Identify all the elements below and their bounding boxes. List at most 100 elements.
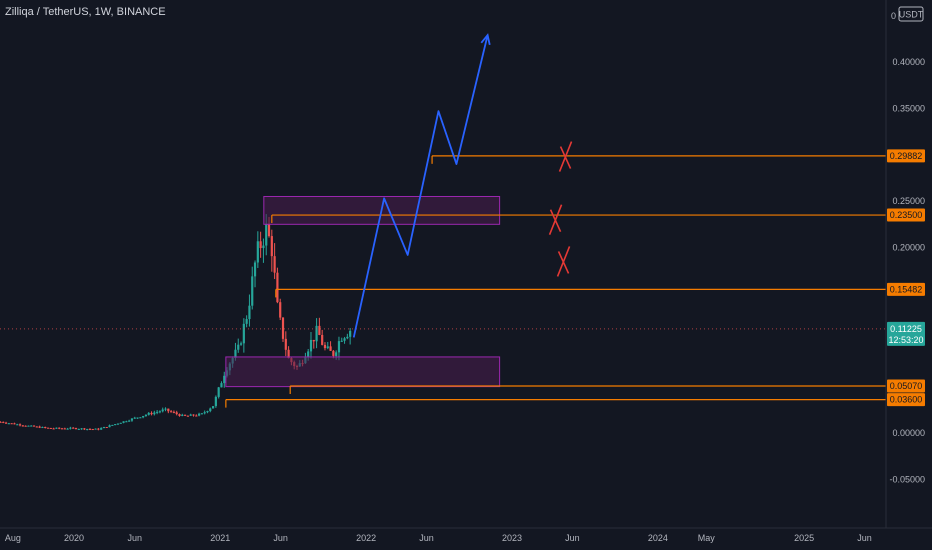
bar-countdown-label: 12:53:20 <box>888 335 923 345</box>
candle <box>2 421 5 424</box>
candle <box>164 407 167 412</box>
candle <box>262 238 265 263</box>
candle <box>167 408 170 414</box>
candle <box>214 395 217 408</box>
candle <box>125 420 128 423</box>
candle <box>100 427 103 430</box>
x-tick-label: May <box>698 533 716 543</box>
level-price-tag: 0.15482 <box>887 282 925 296</box>
projection-arrowhead <box>480 33 491 46</box>
crosses <box>548 141 573 277</box>
candle <box>41 426 44 429</box>
candle <box>58 427 61 430</box>
candle <box>38 425 41 429</box>
candle <box>130 418 134 422</box>
candle <box>35 426 38 428</box>
cross-mark <box>556 246 571 277</box>
candle <box>217 386 220 399</box>
candle <box>273 243 276 280</box>
candle <box>245 315 248 328</box>
candle <box>287 346 290 359</box>
candle <box>203 410 206 415</box>
x-tick-label: Jun <box>857 533 872 543</box>
x-tick-label: 2021 <box>210 533 230 543</box>
levels <box>0 155 886 408</box>
candle <box>189 413 192 416</box>
zone-box <box>225 356 501 388</box>
candle <box>206 410 209 414</box>
candle <box>97 427 100 431</box>
time-axis[interactable]: Aug 2020 Jun 2021 Jun 2022 Jun 2023 Jun 2024 May 20… <box>5 533 872 543</box>
candle <box>136 417 139 419</box>
candle <box>60 427 64 430</box>
candle <box>86 428 89 431</box>
candle <box>105 426 108 429</box>
candle <box>156 410 159 415</box>
candle <box>309 331 313 359</box>
candle <box>111 424 114 426</box>
candle <box>74 427 78 430</box>
candle <box>108 424 111 428</box>
candle <box>114 424 117 426</box>
candle <box>94 428 97 430</box>
candle <box>88 428 92 430</box>
candle <box>55 427 58 429</box>
candle <box>337 336 341 361</box>
candle <box>237 338 240 353</box>
candle <box>153 410 156 416</box>
candle <box>72 427 75 429</box>
candle <box>150 411 153 416</box>
candle <box>211 406 215 409</box>
candle <box>270 229 273 272</box>
candles <box>0 214 352 431</box>
level-price-tag: 0.05070 <box>887 379 925 393</box>
cross-mark <box>548 204 563 235</box>
level-price-tag: 0.29882 <box>887 149 925 163</box>
candle <box>186 415 189 417</box>
candle <box>63 427 66 430</box>
candle <box>251 266 254 310</box>
price-axis[interactable]: 0.40000 0.35000 0.25000 0.20000 0.00000 -0.05… <box>889 57 925 484</box>
candle <box>197 412 201 417</box>
projection-path <box>352 33 491 338</box>
candle <box>77 428 80 430</box>
y-tick-label: 0.20000 <box>892 243 925 253</box>
x-tick-label: 2023 <box>502 533 522 543</box>
candle <box>181 413 184 417</box>
y-tick-label: 0.40000 <box>892 57 925 67</box>
currency-button[interactable]: USDT <box>898 6 924 22</box>
y-tick-label: 0.25000 <box>892 196 925 206</box>
candle <box>279 298 282 321</box>
x-tick-label: Jun <box>565 533 580 543</box>
candle <box>83 427 86 431</box>
candle <box>158 410 162 414</box>
candle <box>248 294 251 327</box>
candle <box>239 341 243 346</box>
candle <box>7 422 10 425</box>
level-price-tag-label: 0.15482 <box>890 284 923 294</box>
candle <box>242 318 245 353</box>
zones <box>225 195 501 388</box>
x-tick-label: 2020 <box>64 533 84 543</box>
candle <box>18 423 22 427</box>
candle <box>142 415 145 419</box>
candle <box>69 426 72 430</box>
candle <box>200 413 203 415</box>
candle <box>195 414 198 417</box>
candle <box>0 421 2 423</box>
candle <box>349 328 352 345</box>
candle <box>321 329 324 346</box>
candle <box>91 428 94 431</box>
candle <box>284 331 287 357</box>
candle <box>4 421 8 424</box>
candle <box>161 407 164 413</box>
candle <box>49 427 52 429</box>
candle <box>340 337 343 342</box>
candle <box>119 422 122 424</box>
x-tick-label: 2024 <box>648 533 668 543</box>
candle <box>144 414 148 417</box>
candle <box>315 318 318 349</box>
candle <box>323 342 327 351</box>
